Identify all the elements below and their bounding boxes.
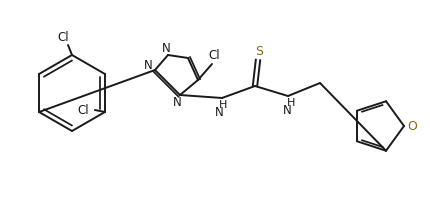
Text: N: N xyxy=(162,42,170,54)
Text: H: H xyxy=(287,98,295,108)
Text: Cl: Cl xyxy=(77,104,89,116)
Text: N: N xyxy=(215,106,223,118)
Text: N: N xyxy=(172,95,181,109)
Text: S: S xyxy=(255,45,263,57)
Text: O: O xyxy=(407,120,417,132)
Text: H: H xyxy=(219,100,227,110)
Text: Cl: Cl xyxy=(208,49,220,62)
Text: N: N xyxy=(144,58,152,71)
Text: Cl: Cl xyxy=(57,30,69,44)
Text: N: N xyxy=(283,104,292,116)
